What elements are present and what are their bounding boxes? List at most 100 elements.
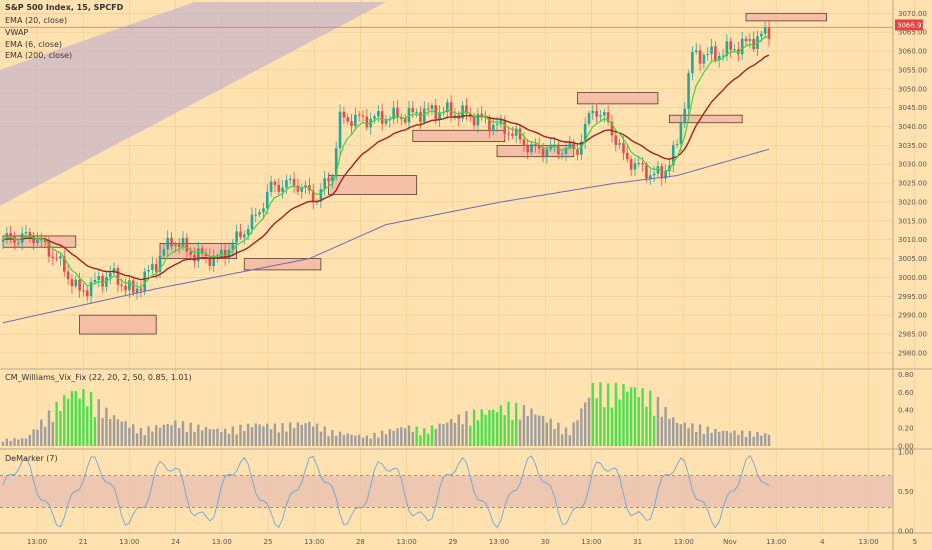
candle-body [511,133,514,136]
candle-body [304,185,307,188]
candle-body [641,163,644,165]
vix-bar [656,396,660,446]
candle-body [197,248,200,262]
price-tick-label: 3005.00 [898,255,927,263]
candle-body [116,268,120,285]
vix-bar [718,431,721,446]
price-tick-label: 3060.00 [898,48,927,56]
candle-body [587,113,591,124]
vix-bar [342,435,346,446]
vix-bar [78,398,81,446]
candle-body [28,232,32,237]
candle-body [139,288,143,291]
candle-body [760,33,763,37]
vix-tick-label: 0.00 [898,443,914,451]
time-tick-label: 5 [913,538,917,546]
candle-body [763,27,767,34]
vix-bar [476,420,480,446]
candle-body [124,285,127,291]
price-tick-label: 3015.00 [898,217,927,225]
vix-fix-label[interactable]: CM_Williams_Vix_Fix (22, 20, 2, 50, 0.85… [5,373,192,382]
axes: 3070.003065.003060.003055.003050.003045.… [27,10,927,546]
vix-bar [763,433,767,446]
vix-bar [484,414,487,446]
candle-body [273,181,277,185]
chart-title: S&P 500 Index, 15, SPCFD [5,3,124,12]
vix-bar [668,418,671,446]
vix-bar [312,426,315,446]
vix-bar [93,417,97,446]
candle-body [392,107,395,120]
time-tick-label: 13:00 [27,538,47,546]
candle-body [59,256,62,259]
vix-bar [492,409,495,446]
candle-body [47,242,51,257]
candle-body [595,110,598,117]
time-tick-label: 4 [820,538,825,546]
candle-body [254,214,258,216]
vix-bar [499,405,503,446]
candle-body [744,38,748,42]
candle-body [740,38,744,55]
candle-body [66,271,70,280]
vix-bar [591,382,595,446]
price-tick-label: 3020.00 [898,198,927,206]
candle-body [108,273,112,277]
candle-body [568,142,572,148]
vix-bar [269,429,273,446]
legend-vwap[interactable]: VWAP [5,28,28,37]
vix-bar [675,423,679,446]
vix-bar [538,415,541,446]
candle-body [346,117,349,122]
time-tick-label: 13:00 [766,538,786,546]
price-tick-label: 3030.00 [898,161,927,169]
candle-body [706,54,710,56]
candle-body [323,178,327,190]
candle-body [495,124,499,126]
candle-body [357,114,361,116]
candle-body [675,144,679,146]
vix-bar [641,387,644,446]
vix-bar [495,412,499,446]
vix-bar [469,425,472,446]
candle-body [51,256,55,259]
vix-bar [407,425,411,446]
candle-body [120,284,124,286]
vix-bar [599,382,602,446]
candle-body [78,279,81,291]
demarker-label[interactable]: DeMarker (7) [5,454,58,463]
candle-body [311,190,315,202]
candle-body [70,279,74,287]
candle-body [645,164,648,179]
vix-bar [377,437,380,446]
candle-body [633,163,637,170]
vix-bar [580,408,583,446]
vix-bar [465,411,468,446]
vix-bar [151,431,154,446]
vix-bar [595,398,598,446]
legend-ema200[interactable]: EMA (200, close) [5,51,72,60]
candle-body [606,112,610,122]
time-tick-label: 13:00 [581,538,601,546]
vix-bar [204,426,208,446]
price-tick-label: 3010.00 [898,236,927,244]
ema200-line [2,148,770,324]
vix-bar [177,427,181,446]
legend-ema6[interactable]: EMA (6, close) [5,40,62,49]
trend-channel [0,2,386,206]
legend-ema20[interactable]: EMA (20, close) [5,16,67,25]
vix-bar [101,418,104,446]
candle-body [679,123,683,145]
candle-body [599,115,602,117]
time-tick-label: 28 [356,538,365,546]
vix-bar [5,438,9,446]
candle-body [85,290,89,297]
vix-bar [331,429,334,446]
candle-body [204,253,208,257]
candle-body [89,282,93,297]
vix-bar [767,434,771,446]
candle-body [430,105,434,110]
candle-body [664,171,667,179]
vix-bar [618,399,621,446]
